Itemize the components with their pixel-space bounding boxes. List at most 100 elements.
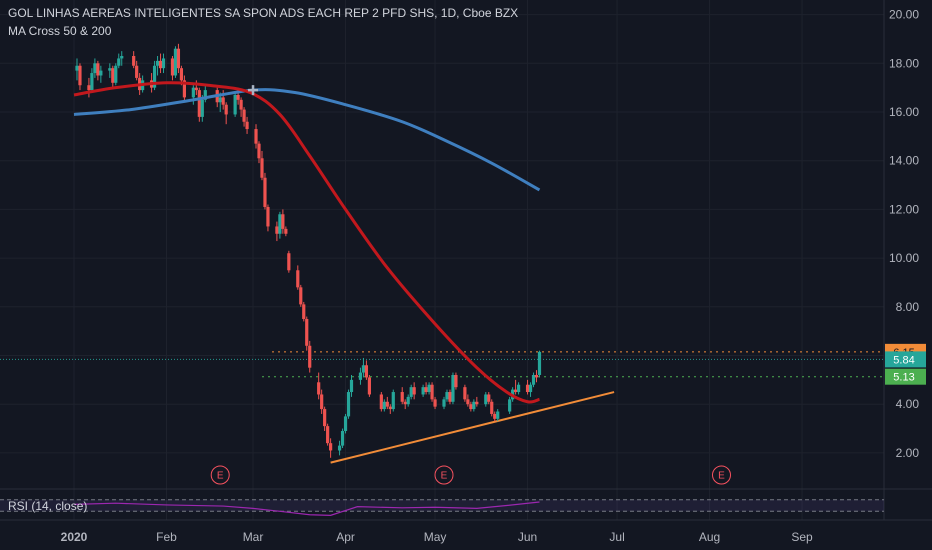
earnings-circle-1 [434,465,454,485]
candle-body-21 [170,58,175,76]
candle-body-79 [421,387,425,395]
rsi-legend[interactable]: RSI (14, close) [8,499,88,513]
candle-body-28 [197,90,201,117]
candle-body-78 [412,387,416,395]
candle-body-80 [424,387,428,393]
candle-body-43 [263,177,267,207]
candle-body-71 [385,401,389,407]
ma-200-line [73,88,541,192]
price-badge-label-2: 5.13 [893,372,914,384]
candle-body-58 [326,426,330,444]
candle-body-96 [490,401,494,414]
candle-body-66 [361,365,366,373]
candles [75,43,542,458]
candle-body-56 [320,394,324,410]
candle-body-65 [358,372,363,380]
x-tick-label-4: May [424,530,447,544]
candle-body-49 [287,253,291,271]
candle-body-103 [525,384,530,393]
candle-body-33 [221,97,225,105]
candle-body-107 [537,351,542,375]
candle-body-91 [469,404,473,410]
candle-body-35 [233,94,237,115]
candle-body-73 [391,392,395,410]
candle-body-17 [152,65,157,88]
candle-body-102 [516,384,521,393]
candle-body-51 [299,287,303,305]
x-tick-label-6: Jul [609,530,624,544]
y-tick-label-3: 14.00 [889,154,919,168]
candle-body-41 [257,143,261,159]
candle-body-34 [224,104,228,115]
candle-body-85 [445,392,449,400]
candle-body-37 [239,99,243,110]
candle-body-101 [514,389,518,393]
x-tick-label-7: Aug [699,530,720,544]
y-tick-label-4: 12.00 [889,202,919,216]
x-tick-label-8: Sep [791,530,813,544]
candle-body-81 [427,384,431,393]
earnings-circle-2 [712,465,731,485]
trendline[interactable] [330,391,615,464]
candle-body-0 [75,65,79,71]
candle-body-1 [78,65,82,86]
moving-averages [73,81,541,404]
candle-body-98 [496,411,500,419]
y-tick-label-1: 18.00 [889,56,919,70]
candle-body-46 [278,214,282,234]
earnings-circle-0 [210,465,230,485]
candle-body-48 [284,228,288,234]
price-badge-1 [885,351,926,368]
ma-cross-marker [248,85,259,96]
candle-body-30 [203,90,207,100]
candle-body-67 [364,365,369,378]
price-axis[interactable]: 20.0018.0016.0014.0012.0010.008.006.004.… [889,8,919,460]
candle-body-69 [379,394,383,410]
candle-body-18 [155,60,160,66]
candle-body-92 [472,401,476,410]
price-badge-2 [885,368,926,385]
candle-body-75 [403,401,407,405]
candle-body-55 [317,382,321,395]
candle-body-3 [90,73,94,91]
time-axis[interactable]: 2020 Feb Mar Apr May Jun Jul Aug Sep [61,530,813,544]
candle-body-88 [454,374,458,388]
price-badge-label-1: 5.84 [893,354,914,366]
x-tick-label-1: Feb [156,530,177,544]
indicator-legend[interactable]: MA Cross 50 & 200 [8,24,112,38]
candle-body-54 [308,345,312,368]
candle-body-89 [463,387,467,400]
ma-50-line [73,81,540,404]
candle-body-84 [442,399,446,407]
symbol-title[interactable]: GOL LINHAS AEREAS INTELIGENTES SA SPON A… [8,6,519,20]
candle-body-12 [132,56,136,66]
candle-body-59 [329,443,333,451]
candle-body-64 [349,379,354,393]
candle-body-7 [108,68,112,71]
candle-body-60 [337,445,342,451]
candle-body-40 [254,129,258,144]
candle-body-83 [433,399,437,407]
candle-body-19 [158,60,163,69]
x-tick-label-0: 2020 [61,530,88,544]
candle-body-38 [242,109,246,122]
candle-body-4 [93,63,97,74]
y-tick-label-9: 2.00 [896,446,920,460]
earnings-label-0: E [217,471,224,482]
y-tick-label-8: 4.00 [896,397,920,411]
candle-body-94 [484,394,488,405]
y-tick-label-0: 20.00 [889,8,919,22]
x-tick-label-3: Apr [336,530,355,544]
candle-body-97 [493,413,497,419]
candle-body-44 [266,206,270,227]
rsi-pane [0,499,884,516]
candle-body-29 [200,99,204,117]
candle-body-105 [531,374,536,385]
candle-body-9 [114,65,118,83]
candle-body-61 [340,430,345,446]
candle-body-25 [182,80,187,98]
candle-body-104 [528,384,533,393]
rsi-band [0,499,884,512]
